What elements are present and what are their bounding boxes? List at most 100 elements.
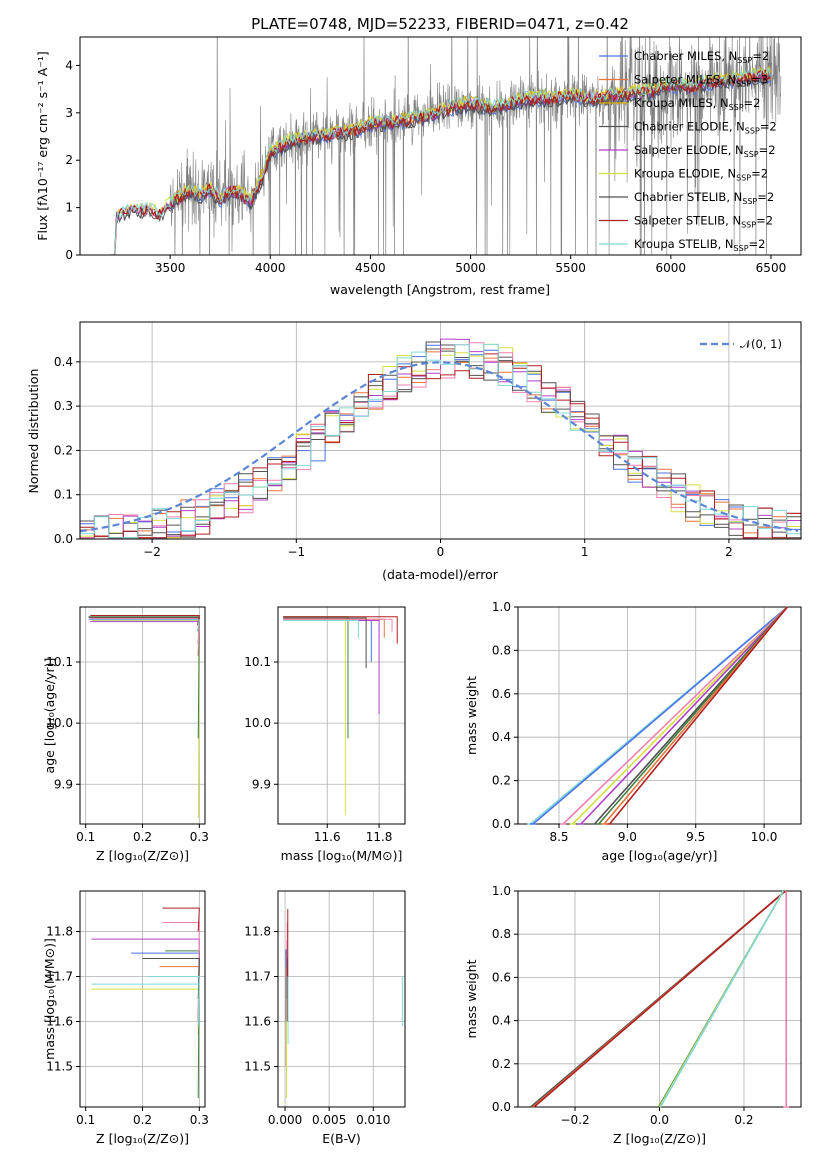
- spectrum-xtick-label: 6000: [656, 261, 687, 275]
- mass_vs_ebv-xtick-label: 0.000: [268, 1113, 302, 1127]
- massweight_vs_Z-ytick-label: 0.8: [492, 927, 511, 941]
- massweight-vs-Z-panel: −0.2 0.0 0.2 0.0 0.2 0.4 0.6 0.8 1.0 Z [log₁₀(Z/Z…: [464, 884, 802, 1146]
- model-spectra: [110, 65, 772, 255]
- spectrum-xtick-label: 6500: [756, 261, 787, 275]
- residual-xtick-label: −1: [287, 545, 305, 559]
- age-Z-step: [90, 615, 200, 626]
- age-Z-step: [88, 618, 200, 650]
- massweight_vs_age-ylabel: mass weight: [464, 676, 479, 755]
- massweight_vs_age-xtick-label: 9.5: [686, 830, 705, 844]
- spectrum-xtick-label: 5000: [455, 261, 486, 275]
- mass_vs_ebv-ytick-label: 11.5: [244, 1060, 271, 1074]
- residual-xtick-label: 1: [581, 545, 589, 559]
- legend-entry: Chabrier ELODIE, NSSP=2: [634, 120, 777, 136]
- spectrum-ytick-label: 1: [65, 201, 73, 215]
- spectrum-title: PLATE=0748, MJD=52233, FIBERID=0471, z=0…: [251, 15, 629, 33]
- mass_vs_ebv-xlabel: E(B-V): [322, 1131, 361, 1146]
- age-mass-step: [283, 619, 380, 714]
- massweight_vs_Z-ytick-label: 0.0: [492, 1100, 511, 1114]
- age-mass-step: [283, 618, 393, 632]
- mass-weight-age-line: [608, 606, 788, 825]
- residual-ytick-label: 0.1: [54, 488, 73, 502]
- massweight_vs_age-frame: [517, 606, 802, 825]
- mass_vs_Z-ytick-label: 11.6: [46, 1015, 73, 1029]
- age-Z-step: [91, 619, 200, 818]
- mass_vs_Z-xtick-label: 0.1: [76, 1113, 95, 1127]
- massweight_vs_Z-ytick-label: 0.4: [492, 1014, 511, 1028]
- mass_vs_Z-ylabel: mass [log₁₀(M/M⊙)]: [42, 938, 57, 1060]
- residual-panel: −2 −1 0 1 2 0.0 0.1 0.2 0.3 0.4 (data-model)/erro…: [26, 321, 802, 582]
- residual-ytick-label: 0.4: [54, 355, 73, 369]
- massweight_vs_Z-xtick-label: 0.0: [650, 1113, 669, 1127]
- massweight_vs_age-xlabel: age [log₁₀(age/yr)]: [602, 848, 718, 863]
- age_vs_Z-ytick-label: 9.9: [54, 777, 73, 791]
- massweight_vs_age-ytick-label: 0.8: [492, 643, 511, 657]
- massweight_vs_age-ytick-label: 0.6: [492, 687, 511, 701]
- age_vs_mass-xlabel: mass [log₁₀(M/M⊙)]: [281, 848, 403, 863]
- residual-xlabel: (data-model)/error: [382, 567, 499, 582]
- massweight_vs_age-ytick-label: 0.0: [492, 817, 511, 831]
- age-vs-Z-panel: 0.1 0.2 0.3 9.9 10.0 10.1 Z [log₁₀(Z/Z⊙)] age […: [42, 606, 209, 863]
- mass_vs_ebv-axes: 0.000 0.005 0.010 11.5 11.6 11.7 11.8: [244, 891, 405, 1127]
- mass-Z-step: [148, 976, 200, 1027]
- age_vs_Z-ytick-label: 10.1: [46, 655, 73, 669]
- age_vs_Z-frame: [79, 606, 206, 825]
- age_vs_mass-axes: 11.6 11.8 9.9 10.0 10.1: [244, 607, 405, 844]
- age_vs_Z-xtick-label: 0.1: [76, 830, 95, 844]
- residual-legend: 𝒩(0, 1): [700, 337, 782, 351]
- residual-ylabel: Normed distribution: [26, 369, 41, 494]
- age_vs_mass-xtick-label: 11.8: [366, 830, 393, 844]
- mass_vs_ebv-xtick-label: 0.010: [356, 1113, 390, 1127]
- age-mass-step: [283, 617, 346, 815]
- mass_vs_Z-ytick-label: 11.7: [46, 970, 73, 984]
- spectrum-ytick-label: 4: [65, 58, 73, 72]
- normal-curve: [79, 361, 799, 533]
- age_vs_mass-xtick-label: 11.6: [314, 830, 341, 844]
- mass-Z-step: [131, 952, 200, 1022]
- age-Z-step: [90, 621, 200, 644]
- legend-entry: Kroupa MILES, NSSP=2: [634, 96, 760, 112]
- residual-ytick-label: 0.0: [54, 532, 73, 546]
- spectrum-xtick-label: 3500: [155, 261, 186, 275]
- massweight_vs_Z-ytick-label: 0.6: [492, 970, 511, 984]
- massweight_vs_age-ytick-label: 0.4: [492, 730, 511, 744]
- spectrum-xtick-label: 4500: [355, 261, 386, 275]
- legend-entry: Salpeter STELIB, NSSP=2: [634, 214, 773, 230]
- age-Z-step: [91, 618, 200, 656]
- legend-entry: Salpeter MILES, NSSP=3: [634, 73, 768, 89]
- massweight_vs_age-ytick-label: 0.2: [492, 774, 511, 788]
- spectrum-ytick-label: 0: [65, 248, 73, 262]
- legend-entry: Chabrier STELIB, NSSP=2: [634, 190, 774, 206]
- residual-xtick-label: −2: [143, 545, 161, 559]
- massweight_vs_Z-ytick-label: 1.0: [492, 884, 511, 898]
- age_vs_Z-xtick-label: 0.3: [190, 830, 209, 844]
- model-spectrum-line: [110, 66, 771, 255]
- mass_vs_Z-frame: [79, 890, 206, 1108]
- massweight_vs_Z-xtick-label: −0.2: [560, 1113, 589, 1127]
- mass_vs_Z-xtick-label: 0.2: [133, 1113, 152, 1127]
- age-Z-step: [88, 616, 200, 739]
- spectrum-xtick-label: 5500: [555, 261, 586, 275]
- mass-weight-age-line: [562, 606, 788, 825]
- mass_vs_ebv-xtick-label: 0.005: [312, 1113, 346, 1127]
- age_vs_Z-ytick-label: 10.0: [46, 716, 73, 730]
- massweight_vs_age-xtick-label: 10.0: [751, 830, 778, 844]
- model-spectrum-line: [110, 67, 771, 255]
- legend-entry: Salpeter ELODIE, NSSP=2: [634, 143, 776, 159]
- residual-xtick-label: 0: [437, 545, 445, 559]
- massweight_vs_Z-ytick-label: 0.2: [492, 1057, 511, 1071]
- mass-weight-Z-line: [659, 890, 784, 1108]
- age-mass-step: [283, 618, 385, 638]
- mass-Z-step: [91, 988, 200, 1036]
- age-mass-step: [283, 616, 398, 644]
- residual-ytick-label: 0.2: [54, 443, 73, 457]
- mass-Z-step: [159, 966, 200, 1022]
- mass-Z-step: [142, 958, 200, 1000]
- age_vs_mass-ytick-label: 10.1: [244, 655, 271, 669]
- age-mass-step: [283, 617, 367, 669]
- age_vs_mass-ytick-label: 10.0: [244, 716, 271, 730]
- legend-entry: Kroupa STELIB, NSSP=2: [634, 237, 765, 253]
- mass-weight-age-line: [580, 606, 788, 825]
- spectrum-ytick-label: 2: [65, 153, 73, 167]
- mass-weight-age-line: [572, 606, 788, 825]
